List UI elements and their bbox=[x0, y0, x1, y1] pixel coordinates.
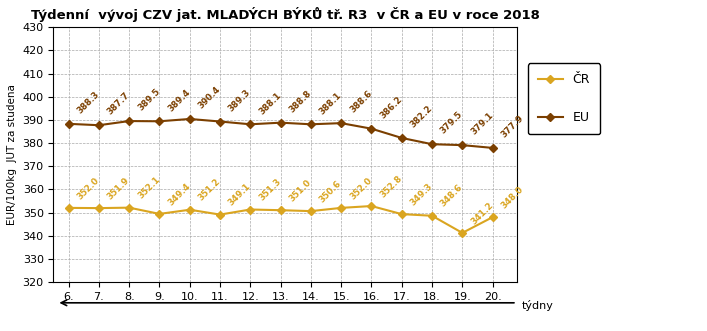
EU bbox=[125, 119, 134, 123]
Text: 388.8: 388.8 bbox=[288, 89, 313, 114]
Text: 387.7: 387.7 bbox=[106, 91, 132, 117]
ČR bbox=[64, 206, 73, 210]
EU bbox=[489, 146, 497, 150]
Text: 388.3: 388.3 bbox=[76, 90, 101, 116]
ČR bbox=[428, 214, 436, 218]
ČR bbox=[337, 206, 346, 210]
Text: 388.1: 388.1 bbox=[318, 90, 344, 116]
Text: 377.9: 377.9 bbox=[500, 114, 525, 140]
Text: 386.2: 386.2 bbox=[378, 95, 404, 120]
EU bbox=[246, 122, 255, 126]
Text: 379.1: 379.1 bbox=[469, 111, 495, 137]
EU bbox=[276, 121, 285, 125]
Text: 341.2: 341.2 bbox=[469, 200, 495, 226]
Text: 352.0: 352.0 bbox=[348, 175, 374, 201]
Text: 389.3: 389.3 bbox=[227, 87, 252, 113]
Line: ČR: ČR bbox=[66, 203, 496, 236]
EU bbox=[397, 136, 406, 140]
EU bbox=[185, 117, 194, 121]
EU bbox=[216, 119, 224, 123]
ČR bbox=[246, 208, 255, 212]
ČR bbox=[125, 206, 134, 210]
Text: 352.1: 352.1 bbox=[136, 175, 162, 201]
Y-axis label: EUR/100kg  JUT za studena: EUR/100kg JUT za studena bbox=[7, 84, 17, 225]
Text: 352.0: 352.0 bbox=[76, 175, 101, 201]
Text: 379.5: 379.5 bbox=[439, 110, 464, 136]
Text: 351.3: 351.3 bbox=[257, 177, 283, 203]
Title: Týdenní  vývoj CZV jat. MLADÝCH BÝKŮ tř. R3  v ČR a EU v roce 2018: Týdenní vývoj CZV jat. MLADÝCH BÝKŮ tř. … bbox=[30, 7, 539, 22]
ČR bbox=[397, 212, 406, 216]
ČR bbox=[458, 231, 467, 235]
Text: 382.2: 382.2 bbox=[409, 104, 434, 130]
EU bbox=[95, 123, 103, 127]
EU bbox=[458, 143, 467, 147]
Text: 389.4: 389.4 bbox=[166, 87, 192, 113]
ČR bbox=[276, 208, 285, 212]
Text: 351.0: 351.0 bbox=[288, 178, 313, 203]
ČR bbox=[216, 213, 224, 216]
Text: 349.1: 349.1 bbox=[227, 182, 253, 208]
Text: 352.8: 352.8 bbox=[378, 173, 404, 199]
EU bbox=[367, 127, 375, 131]
Text: 349.4: 349.4 bbox=[166, 181, 192, 207]
Text: 348.0: 348.0 bbox=[500, 184, 525, 210]
Text: 350.6: 350.6 bbox=[318, 179, 344, 204]
Text: 348.6: 348.6 bbox=[439, 183, 464, 209]
ČR bbox=[95, 206, 103, 210]
Text: 388.1: 388.1 bbox=[257, 90, 283, 116]
EU bbox=[337, 121, 346, 125]
Legend: ČR, EU: ČR, EU bbox=[527, 63, 600, 134]
ČR bbox=[185, 208, 194, 212]
Text: 390.4: 390.4 bbox=[197, 85, 223, 111]
EU bbox=[307, 122, 315, 126]
EU bbox=[156, 119, 164, 123]
ČR bbox=[156, 212, 164, 216]
ČR bbox=[307, 209, 315, 213]
Text: 351.2: 351.2 bbox=[197, 177, 222, 203]
Text: 388.6: 388.6 bbox=[348, 89, 374, 115]
Text: 351.9: 351.9 bbox=[106, 175, 132, 201]
Text: týdny: týdny bbox=[522, 300, 554, 311]
EU bbox=[64, 122, 73, 126]
Text: 389.5: 389.5 bbox=[136, 87, 162, 113]
Text: 349.3: 349.3 bbox=[409, 181, 435, 207]
ČR bbox=[489, 215, 497, 219]
ČR bbox=[367, 204, 375, 208]
EU bbox=[428, 142, 436, 146]
Line: EU: EU bbox=[66, 116, 496, 151]
